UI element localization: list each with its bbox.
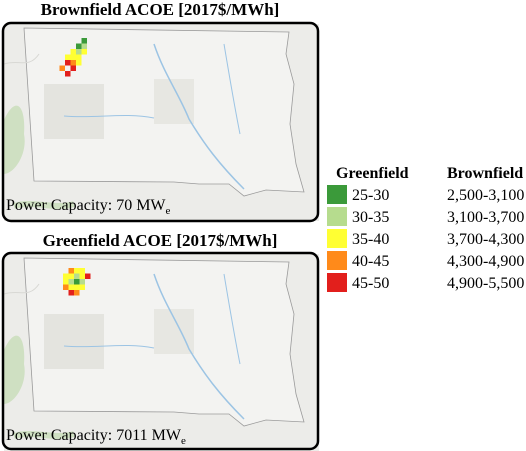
heat-cell	[68, 284, 74, 290]
heat-cell	[59, 65, 65, 71]
legend-label: 2,500-3,100	[447, 187, 524, 204]
heat-cells	[63, 268, 91, 296]
heat-cell	[85, 273, 91, 279]
heat-cell	[70, 49, 76, 55]
legend-label: 30-35	[352, 209, 389, 226]
heat-cell	[70, 60, 76, 66]
heat-cell	[81, 38, 87, 44]
heat-cell	[63, 273, 69, 279]
legend-label: 3,100-3,700	[447, 209, 524, 226]
legend-label: 3,700-4,300	[447, 231, 524, 248]
legend-header: Brownfield	[447, 165, 523, 182]
heat-cell	[79, 279, 85, 285]
heat-cell	[74, 290, 80, 296]
panel-title: Greenfield ACOE [2017$/MWh]	[43, 231, 278, 250]
capacity-text: Power Capacity: 7011 MW	[6, 427, 182, 444]
panel-title: Brownfield ACOE [2017$/MWh]	[41, 0, 280, 19]
capacity-label: Power Capacity: 7011 MWe	[6, 427, 186, 447]
legend-label: 45-50	[352, 275, 389, 292]
heat-cell	[65, 60, 71, 66]
heat-cell	[68, 268, 74, 274]
heat-cell	[76, 60, 82, 66]
legend-swatch	[327, 273, 347, 292]
map-panel: Greenfield ACOE [2017$/MWh] Power Capaci…	[3, 231, 319, 451]
heat-cell	[74, 279, 80, 285]
heat-cells	[59, 38, 87, 77]
heat-cell	[68, 273, 74, 279]
legend-label: 40-45	[352, 253, 389, 270]
legend-swatch	[327, 207, 347, 226]
heat-cell	[79, 268, 85, 274]
legend-label: 4,900-5,500	[447, 275, 524, 292]
heat-cell	[63, 279, 69, 285]
legend-swatch	[327, 185, 347, 204]
legend-swatch	[327, 251, 347, 270]
capacity-subscript: e	[181, 435, 186, 447]
heat-cell	[68, 290, 74, 296]
legend-label: 4,300-4,900	[447, 253, 524, 270]
legend: Greenfield Brownfield 25-30 2,500-3,100 30…	[327, 165, 524, 292]
heat-cell	[74, 284, 80, 290]
capacity-text: Power Capacity: 70 MW	[6, 197, 166, 214]
heat-cell	[79, 284, 85, 290]
legend-label: 25-30	[352, 187, 389, 204]
heat-cell	[74, 273, 80, 279]
heat-cell	[74, 268, 80, 274]
legend-header: Greenfield	[336, 165, 409, 182]
capacity-subscript: e	[166, 205, 171, 217]
heat-cell	[81, 43, 87, 49]
heat-cell	[76, 43, 82, 49]
heat-cell	[63, 284, 69, 290]
heat-cell	[81, 49, 87, 55]
heat-cell	[68, 279, 74, 285]
heat-cell	[76, 49, 82, 55]
heat-cell	[70, 65, 76, 71]
heat-cell	[65, 71, 71, 77]
capacity-label: Power Capacity: 70 MWe	[6, 197, 171, 217]
heat-cell	[70, 54, 76, 60]
legend-swatch	[327, 229, 347, 248]
heat-cell	[79, 273, 85, 279]
heat-cell	[76, 54, 82, 60]
legend-label: 35-40	[352, 231, 389, 248]
map-panel: Brownfield ACOE [2017$/MWh] Power Capaci…	[3, 0, 319, 221]
heat-cell	[65, 54, 71, 60]
